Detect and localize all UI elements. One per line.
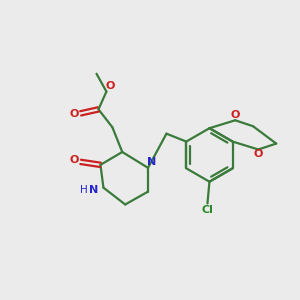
Text: O: O [69, 109, 78, 119]
Text: Cl: Cl [202, 206, 213, 215]
Text: O: O [230, 110, 240, 120]
Text: O: O [69, 155, 78, 165]
Text: H: H [80, 184, 88, 195]
Text: O: O [106, 81, 115, 91]
Text: N: N [89, 184, 98, 195]
Text: N: N [147, 157, 157, 167]
Text: O: O [254, 149, 263, 160]
